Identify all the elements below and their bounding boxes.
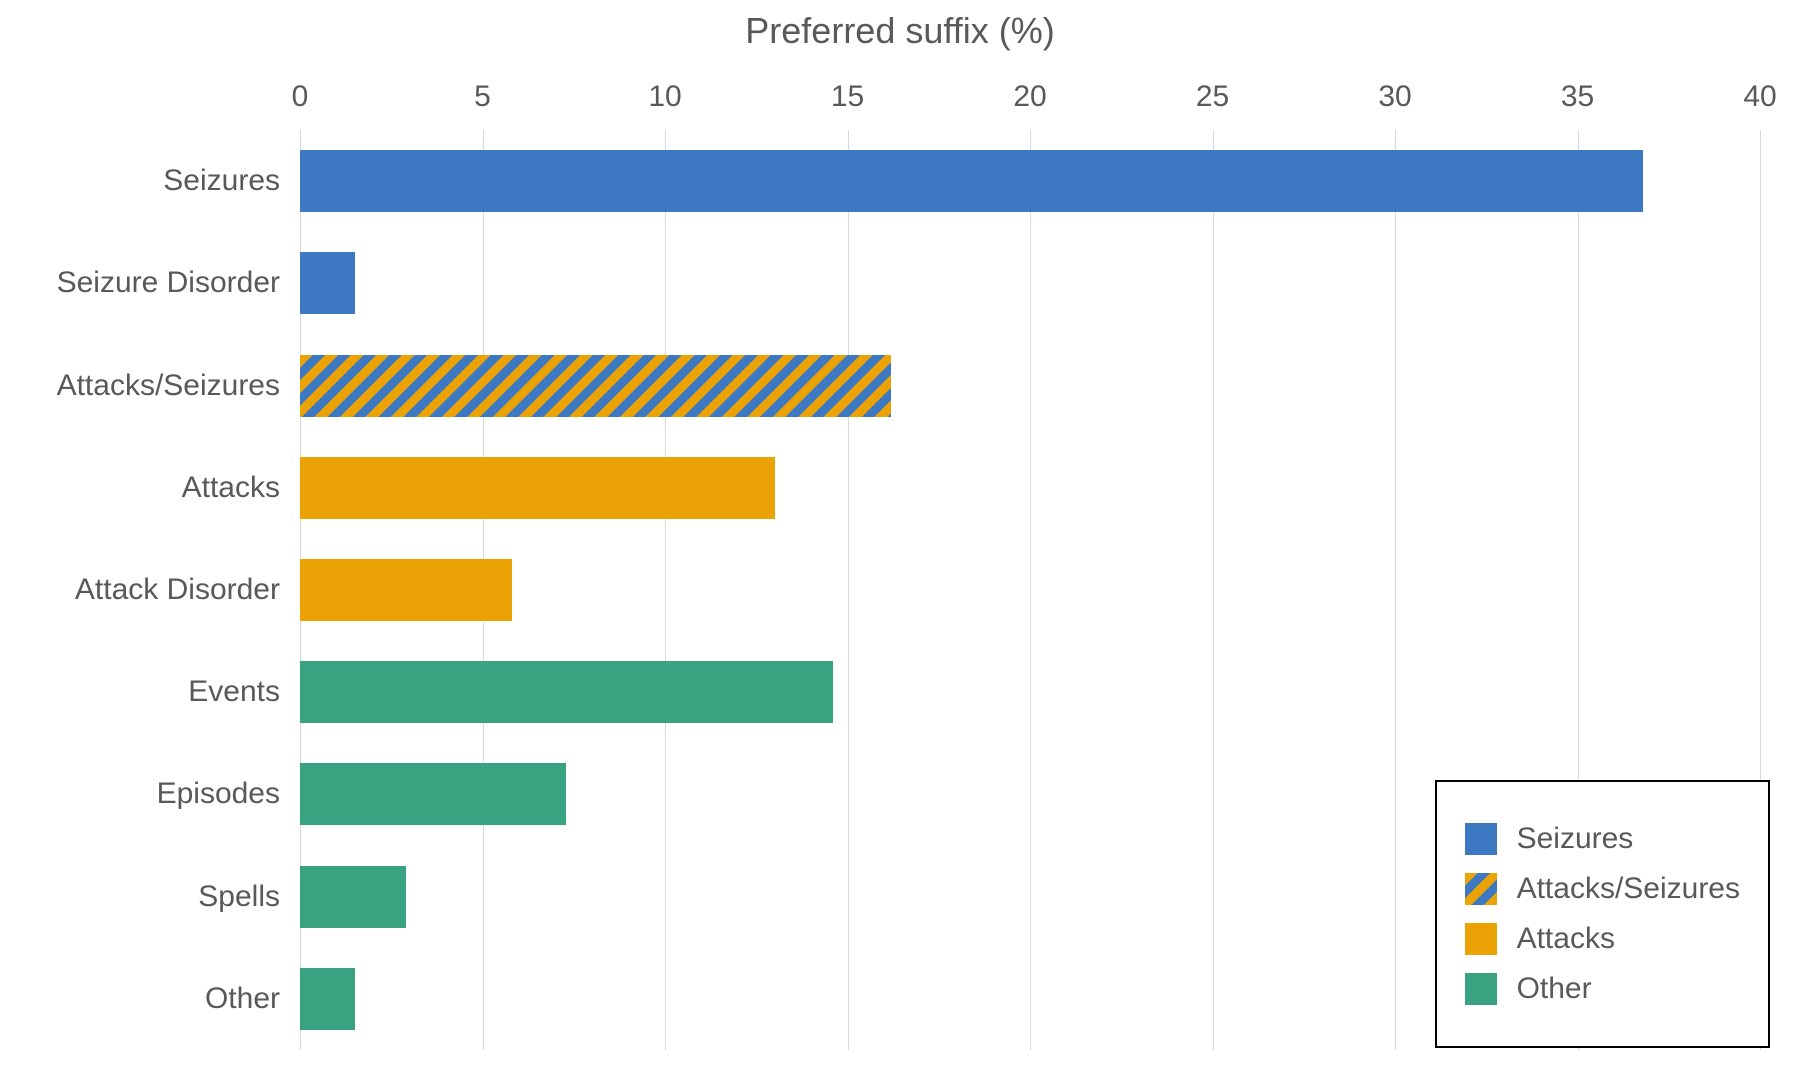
gridline — [1395, 130, 1396, 1050]
bar — [300, 559, 512, 621]
x-tick-label: 20 — [1013, 80, 1046, 114]
gridline — [848, 130, 849, 1050]
legend-label: Attacks/Seizures — [1517, 872, 1740, 906]
bar — [300, 150, 1643, 212]
legend-label: Attacks — [1517, 922, 1615, 956]
legend-item: Seizures — [1465, 822, 1740, 856]
x-tick-label: 30 — [1378, 80, 1411, 114]
bar — [300, 252, 355, 314]
legend-label: Other — [1517, 972, 1592, 1006]
legend-label: Seizures — [1517, 822, 1634, 856]
x-tick-label: 25 — [1196, 80, 1229, 114]
legend-swatch — [1465, 873, 1497, 905]
y-category-label: Episodes — [157, 777, 280, 811]
legend: Seizures Attacks/Seizures Attacks Other — [1435, 780, 1770, 1048]
y-category-label: Events — [188, 675, 280, 709]
bar — [300, 968, 355, 1030]
y-category-label: Attack Disorder — [75, 573, 280, 607]
y-category-label: Other — [205, 982, 280, 1016]
chart-title: Preferred suffix (%) — [745, 10, 1054, 52]
y-category-label: Seizures — [163, 164, 280, 198]
x-tick-label: 40 — [1743, 80, 1776, 114]
x-tick-label: 0 — [292, 80, 309, 114]
x-tick-label: 15 — [831, 80, 864, 114]
x-tick-label: 5 — [474, 80, 491, 114]
legend-swatch — [1465, 823, 1497, 855]
y-category-label: Attacks — [182, 471, 280, 505]
x-tick-label: 10 — [648, 80, 681, 114]
bar — [300, 866, 406, 928]
gridline — [1213, 130, 1214, 1050]
gridline — [665, 130, 666, 1050]
y-category-label: Attacks/Seizures — [57, 369, 280, 403]
bar — [300, 457, 775, 519]
bar — [300, 763, 566, 825]
y-category-label: Seizure Disorder — [57, 266, 280, 300]
bar — [300, 355, 891, 417]
y-category-label: Spells — [198, 880, 280, 914]
legend-swatch — [1465, 973, 1497, 1005]
chart-container: Preferred suffix (%) 0 5 10 15 20 25 30 35 40 Sei… — [0, 0, 1800, 1078]
x-tick-label: 35 — [1561, 80, 1594, 114]
legend-item: Other — [1465, 972, 1740, 1006]
gridline — [1030, 130, 1031, 1050]
bar — [300, 661, 833, 723]
legend-item: Attacks — [1465, 922, 1740, 956]
legend-swatch — [1465, 923, 1497, 955]
legend-item: Attacks/Seizures — [1465, 872, 1740, 906]
